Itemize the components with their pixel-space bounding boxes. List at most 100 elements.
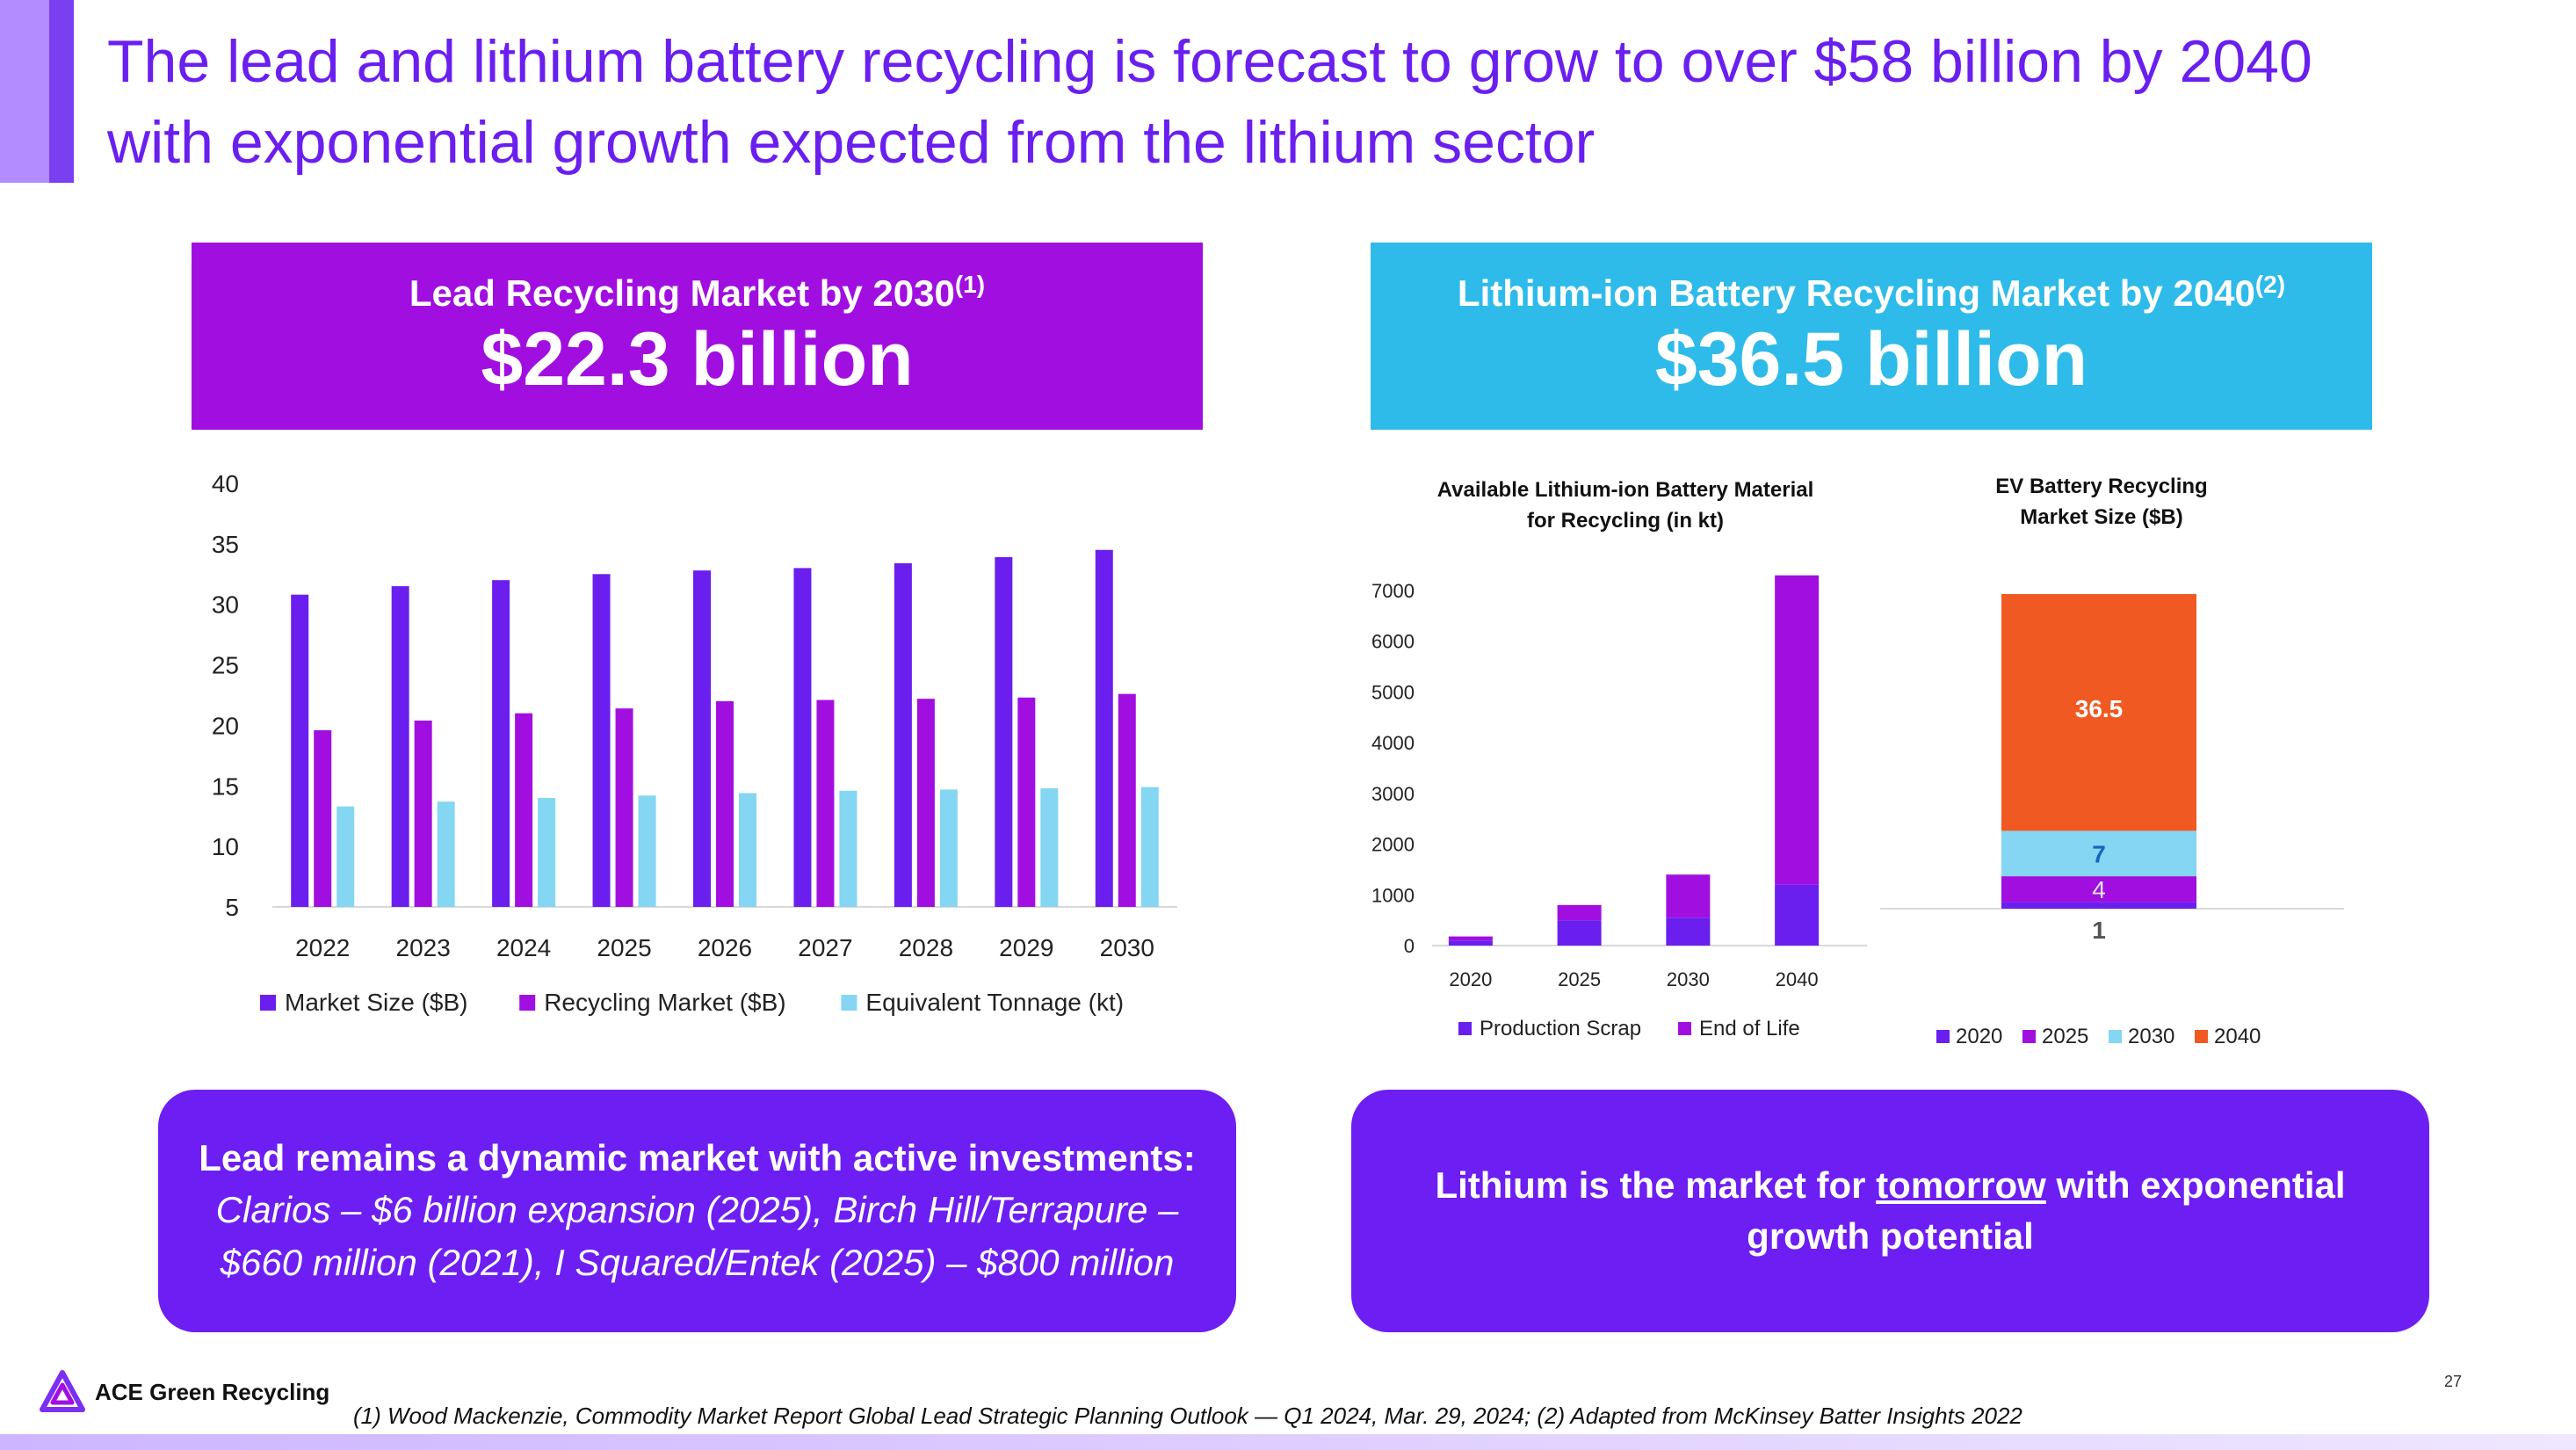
stack-end-of-life2025 <box>1557 904 1602 921</box>
lithium-banner-label-row: Lithium-ion Battery Recycling Market by … <box>1371 271 2372 315</box>
legend-label: 2030 <box>2128 1025 2174 1048</box>
bar-market-size-b-2023 <box>391 586 409 907</box>
lithium-callout-emphasis: tomorrow <box>1876 1164 2046 1206</box>
lead-banner-label: Lead Recycling Market by 2030 <box>409 272 955 314</box>
y-tick-label: 2000 <box>1371 834 1415 856</box>
bar-market-size-b-2022 <box>291 594 309 907</box>
y-tick-label: 20 <box>212 712 239 739</box>
title-line-2: with exponential growth expected from th… <box>107 109 1596 176</box>
y-tick-label: 25 <box>212 652 239 679</box>
legend-swatch <box>519 995 536 1011</box>
bar-equivalent-tonnage-kt-2027 <box>839 790 857 907</box>
x-tick-label: 2024 <box>496 934 551 961</box>
ace-logo-icon <box>40 1370 85 1412</box>
bar-recycling-market-b-2024 <box>515 713 533 907</box>
accent-bar-light <box>0 0 49 183</box>
stack-production-scrap2040 <box>1775 884 1820 946</box>
x-tick-label: 2028 <box>899 934 953 961</box>
y-tick-label: 15 <box>212 772 239 800</box>
data-label-2025: 4 <box>2092 876 2106 903</box>
y-tick-label: 40 <box>212 470 239 497</box>
stack-segment-2025 <box>2001 876 2196 903</box>
bar-equivalent-tonnage-kt-2028 <box>939 789 958 907</box>
x-tick-label: 2020 <box>1449 968 1492 990</box>
lead-banner-value: $22.3 billion <box>481 317 914 402</box>
bar-recycling-market-b-2027 <box>816 700 835 907</box>
lithium-callout-line-1: Lithium is the market for tomorrow with … <box>1435 1160 2345 1211</box>
lead-market-banner: Lead Recycling Market by 2030(1) $22.3 b… <box>192 243 1203 430</box>
bar-market-size-b-2027 <box>793 568 812 907</box>
legend-label: Recycling Market ($B) <box>544 989 785 1016</box>
legend-swatch <box>1678 1022 1691 1035</box>
ev-recycling-market-chart: EV Battery Recycling Market Size ($B) 1 4 7 3… <box>1880 475 2344 1048</box>
stack-production-scrap2020 <box>1448 940 1493 946</box>
x-tick-label: 2025 <box>1558 968 1601 990</box>
bar-recycling-market-b-2030 <box>1118 693 1136 907</box>
legend-swatch <box>260 995 276 1011</box>
stack-end-of-life2030 <box>1666 874 1711 918</box>
stack-segment-2020 <box>2001 902 2196 909</box>
bar-market-size-b-2025 <box>592 574 611 907</box>
x-tick-label: 2027 <box>798 934 852 961</box>
y-tick-label: 0 <box>1404 935 1415 957</box>
x-tick-label: 2023 <box>396 934 451 961</box>
stack-end-of-life2020 <box>1448 936 1493 941</box>
x-tick-label: 2029 <box>999 934 1053 961</box>
lithium-material-chart: Available Lithium-ion Battery Material fo… <box>1371 478 1867 1040</box>
x-tick-label: 2025 <box>597 934 651 961</box>
y-tick-label: 1000 <box>1371 884 1415 906</box>
x-tick-label: 2040 <box>1776 968 1819 990</box>
bar-recycling-market-b-2029 <box>1017 697 1036 907</box>
legend-swatch <box>2195 1030 2208 1043</box>
legend-swatch <box>2109 1030 2122 1043</box>
bar-recycling-market-b-2026 <box>716 700 734 907</box>
page-number: 27 <box>2444 1373 2463 1390</box>
x-tick-label: 2022 <box>295 934 350 961</box>
lithium-banner-label: Lithium-ion Battery Recycling Market by … <box>1457 272 2255 314</box>
y-tick-label: 7000 <box>1371 580 1415 602</box>
legend-swatch <box>841 995 857 1011</box>
data-label-2020: 1 <box>2092 917 2106 944</box>
lithium-growth-callout: Lithium is the market for tomorrow with … <box>1351 1090 2429 1332</box>
lithium-callout-post: with exponential <box>2045 1164 2346 1206</box>
bar-recycling-market-b-2028 <box>916 699 935 907</box>
lead-banner-label-row: Lead Recycling Market by 2030(1) <box>192 271 1203 315</box>
lead-banner-ref: (1) <box>954 271 986 298</box>
y-tick-label: 30 <box>212 591 239 619</box>
bar-market-size-b-2026 <box>693 570 711 907</box>
lead-market-chart: 40 35 30 25 20 15 10 5 2022 2023 2024 2025 2026 2027 2… <box>212 470 1177 1016</box>
bar-equivalent-tonnage-kt-2030 <box>1140 787 1159 907</box>
legend-swatch <box>2022 1030 2036 1043</box>
x-tick-label: 2030 <box>1100 934 1154 961</box>
bar-equivalent-tonnage-kt-2023 <box>437 801 455 907</box>
y-tick-label: 35 <box>212 531 239 558</box>
legend-label: Market Size ($B) <box>285 989 468 1016</box>
legend-swatch <box>1458 1022 1472 1035</box>
stack-segment-2030 <box>2001 830 2196 877</box>
lithium-banner-value: $36.5 billion <box>1654 317 2088 402</box>
chart-title-line-2: for Recycling (in kt) <box>1527 509 1724 533</box>
x-tick-label: 2026 <box>698 934 752 961</box>
bar-recycling-market-b-2025 <box>615 708 633 907</box>
lead-callout-detail-1: Clarios – $6 billion expansion (2025), B… <box>215 1189 1179 1230</box>
bottom-decorative-band <box>0 1434 2576 1450</box>
bar-market-size-b-2028 <box>894 562 912 907</box>
y-tick-label: 10 <box>212 833 239 860</box>
legend-label: Equivalent Tonnage (kt) <box>865 989 1124 1016</box>
y-tick-label: 4000 <box>1371 732 1415 754</box>
x-tick-label: 2030 <box>1667 968 1710 990</box>
data-label-2030: 7 <box>2092 840 2106 867</box>
legend-label: 2040 <box>2214 1025 2261 1048</box>
bar-market-size-b-2029 <box>995 557 1013 907</box>
bar-market-size-b-2024 <box>492 580 510 907</box>
stack-production-scrap2030 <box>1666 917 1711 946</box>
y-tick-label: 5000 <box>1371 681 1415 703</box>
chart-title-line-1: Available Lithium-ion Battery Material <box>1437 478 1814 502</box>
lithium-callout-pre: Lithium is the market for <box>1435 1164 1877 1206</box>
legend-swatch <box>1936 1030 1950 1043</box>
lead-investments-callout: Lead remains a dynamic market with activ… <box>158 1090 1236 1332</box>
chart-title-line-2: Market Size ($B) <box>2020 505 2182 529</box>
logo-text: ACE Green Recycling <box>95 1378 330 1405</box>
stack-production-scrap2025 <box>1557 920 1602 946</box>
bar-recycling-market-b-2023 <box>414 720 432 907</box>
